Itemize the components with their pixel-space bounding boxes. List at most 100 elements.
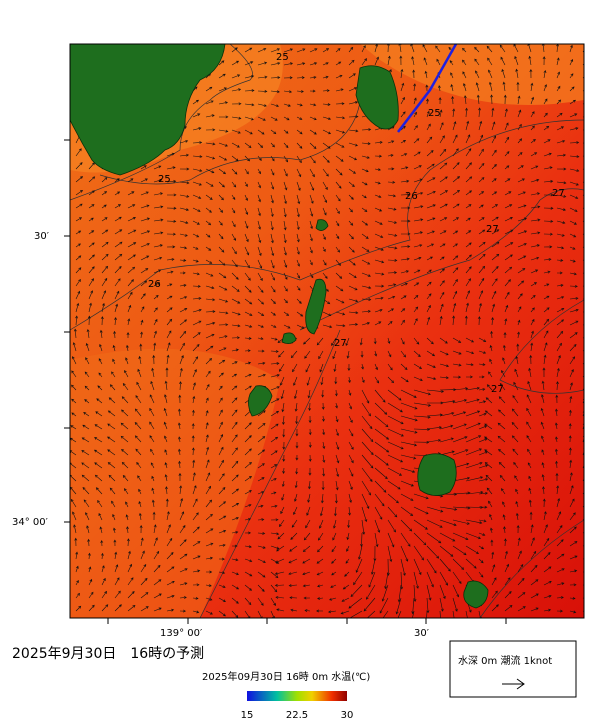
current-arrow bbox=[569, 369, 574, 378]
current-arrow bbox=[543, 193, 554, 197]
current-arrow bbox=[318, 350, 324, 360]
current-arrow bbox=[244, 385, 252, 391]
current-arrow bbox=[205, 207, 212, 213]
current-arrow bbox=[400, 179, 410, 183]
current-arrow bbox=[75, 148, 82, 157]
current-arrow bbox=[452, 449, 469, 456]
current-arrow bbox=[360, 350, 364, 358]
current-arrow bbox=[361, 285, 372, 290]
current-arrow bbox=[504, 318, 508, 326]
current-arrow bbox=[413, 571, 419, 589]
current-arrow bbox=[99, 526, 103, 534]
current-arrow bbox=[501, 369, 506, 378]
current-arrow bbox=[374, 467, 388, 480]
current-arrow bbox=[192, 168, 203, 172]
current-arrow bbox=[501, 68, 506, 79]
current-arrow bbox=[541, 380, 545, 391]
current-arrow bbox=[205, 259, 213, 264]
current-arrow bbox=[335, 181, 342, 189]
current-arrow bbox=[527, 462, 532, 469]
current-arrow bbox=[231, 584, 240, 590]
current-arrow bbox=[400, 206, 411, 210]
current-arrow bbox=[218, 335, 228, 339]
current-arrow bbox=[513, 461, 519, 469]
current-arrow bbox=[218, 181, 225, 188]
current-arrow bbox=[109, 384, 116, 391]
current-arrow bbox=[205, 285, 215, 290]
current-arrow bbox=[347, 519, 351, 529]
current-arrow bbox=[114, 229, 123, 235]
current-arrow bbox=[127, 604, 136, 612]
current-arrow bbox=[374, 441, 390, 453]
current-arrow bbox=[218, 220, 223, 226]
current-arrow bbox=[333, 506, 337, 517]
current-arrow bbox=[74, 537, 78, 547]
current-arrow bbox=[179, 568, 188, 573]
current-arrow bbox=[345, 558, 350, 564]
current-arrow bbox=[270, 464, 278, 469]
current-arrow bbox=[543, 566, 552, 573]
current-arrow bbox=[556, 271, 563, 275]
current-arrow bbox=[138, 512, 142, 521]
current-arrow bbox=[296, 142, 303, 149]
current-arrow bbox=[413, 376, 423, 382]
current-arrow bbox=[491, 229, 500, 235]
current-arrow bbox=[543, 330, 549, 339]
current-arrow bbox=[153, 178, 163, 183]
current-arrow bbox=[166, 295, 173, 300]
current-arrow bbox=[517, 191, 526, 196]
current-arrow bbox=[413, 440, 430, 444]
current-arrow bbox=[322, 62, 329, 66]
current-arrow bbox=[151, 487, 155, 495]
current-arrow bbox=[569, 395, 573, 404]
current-arrow bbox=[541, 435, 545, 443]
current-arrow bbox=[504, 178, 511, 183]
current-arrow bbox=[449, 60, 454, 66]
current-arrow bbox=[556, 596, 564, 600]
current-arrow bbox=[387, 454, 404, 463]
current-arrow bbox=[283, 194, 287, 205]
current-arrow bbox=[153, 256, 163, 261]
current-arrow bbox=[309, 259, 313, 266]
current-arrow bbox=[218, 129, 229, 133]
current-arrow bbox=[192, 296, 202, 300]
current-arrow bbox=[101, 253, 109, 261]
current-arrow bbox=[426, 281, 432, 287]
current-arrow bbox=[348, 597, 363, 609]
current-arrow bbox=[478, 491, 489, 495]
current-arrow bbox=[322, 194, 328, 203]
current-arrow bbox=[303, 596, 311, 600]
current-arrow bbox=[140, 319, 144, 326]
current-arrow bbox=[296, 181, 301, 191]
current-arrow bbox=[348, 480, 353, 490]
current-arrow bbox=[309, 220, 313, 230]
current-arrow bbox=[478, 253, 486, 261]
current-arrow bbox=[517, 230, 528, 235]
current-arrow bbox=[426, 532, 442, 544]
current-arrow bbox=[387, 140, 395, 144]
current-arrow bbox=[439, 424, 454, 430]
current-arrow bbox=[387, 363, 393, 371]
current-arrow bbox=[257, 246, 262, 257]
current-arrow bbox=[484, 410, 493, 417]
current-arrow bbox=[543, 354, 547, 365]
current-arrow bbox=[361, 298, 372, 301]
current-arrow bbox=[348, 87, 358, 92]
current-arrow bbox=[439, 190, 449, 196]
current-arrow bbox=[366, 610, 376, 618]
current-arrow bbox=[426, 363, 436, 369]
current-arrow bbox=[114, 317, 117, 326]
current-arrow bbox=[140, 331, 144, 339]
current-arrow bbox=[127, 318, 131, 326]
current-arrow bbox=[348, 115, 359, 119]
current-arrow bbox=[231, 155, 239, 162]
current-arrow bbox=[308, 415, 312, 424]
current-arrow bbox=[192, 498, 198, 508]
current-arrow bbox=[543, 179, 554, 183]
current-arrow bbox=[374, 493, 385, 507]
current-arrow bbox=[400, 96, 405, 105]
current-arrow bbox=[530, 550, 537, 560]
current-arrow bbox=[120, 435, 129, 443]
current-arrow bbox=[101, 241, 109, 248]
current-arrow bbox=[413, 83, 417, 92]
